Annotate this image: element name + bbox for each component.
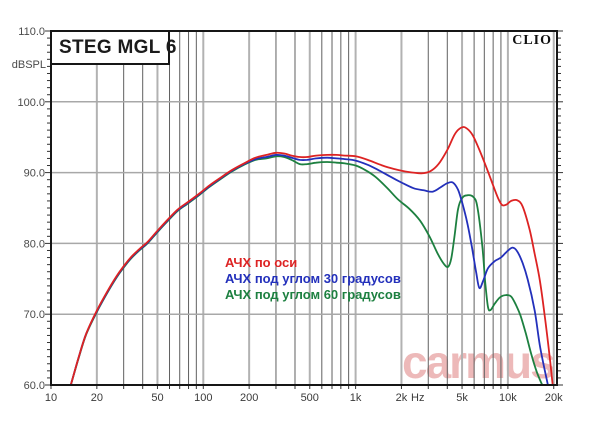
curve-series-2 — [69, 126, 554, 386]
y-tick-label: 80.0 — [24, 238, 45, 250]
plot-border — [50, 30, 558, 386]
x-tick-label: 10k — [499, 392, 517, 404]
x-tick-label: 500 — [301, 392, 319, 404]
x-tick-label: 5k — [456, 392, 468, 404]
x-tick-label: 2k — [396, 392, 408, 404]
legend-item-on-axis: АЧХ по оси — [225, 255, 298, 270]
x-tick-label: 50 — [151, 392, 163, 404]
x-tick-label: 100 — [194, 392, 212, 404]
y-tick-label: 90.0 — [24, 168, 45, 180]
x-axis-unit-label: Hz — [411, 392, 424, 404]
y-tick-label: 110.0 — [18, 26, 45, 38]
x-tick-label: 20 — [91, 392, 103, 404]
watermark: carmus — [402, 336, 554, 388]
clio-brand-label: CLIO — [512, 33, 552, 48]
x-tick-label: 1k — [350, 392, 362, 404]
y-tick-label: 100.0 — [17, 97, 45, 109]
legend-item-30-degrees: АЧХ под углом 30 градусов — [225, 271, 401, 286]
x-tick-label: 10 — [45, 392, 57, 404]
legend: АЧХ по оси АЧХ под углом 30 градусов АЧХ… — [225, 255, 401, 302]
y-tick-label: 60.0 — [24, 380, 45, 392]
x-tick-label: 20k — [545, 392, 563, 404]
y-tick-label: 70.0 — [24, 309, 45, 321]
page-title: STEG MGL 6 — [59, 36, 177, 58]
legend-item-60-degrees: АЧХ под углом 60 градусов — [225, 287, 401, 302]
x-tick-label: 200 — [240, 392, 258, 404]
y-axis-unit-label: dBSPL — [11, 59, 46, 71]
chart-title-box: STEG MGL 6 — [50, 30, 176, 65]
